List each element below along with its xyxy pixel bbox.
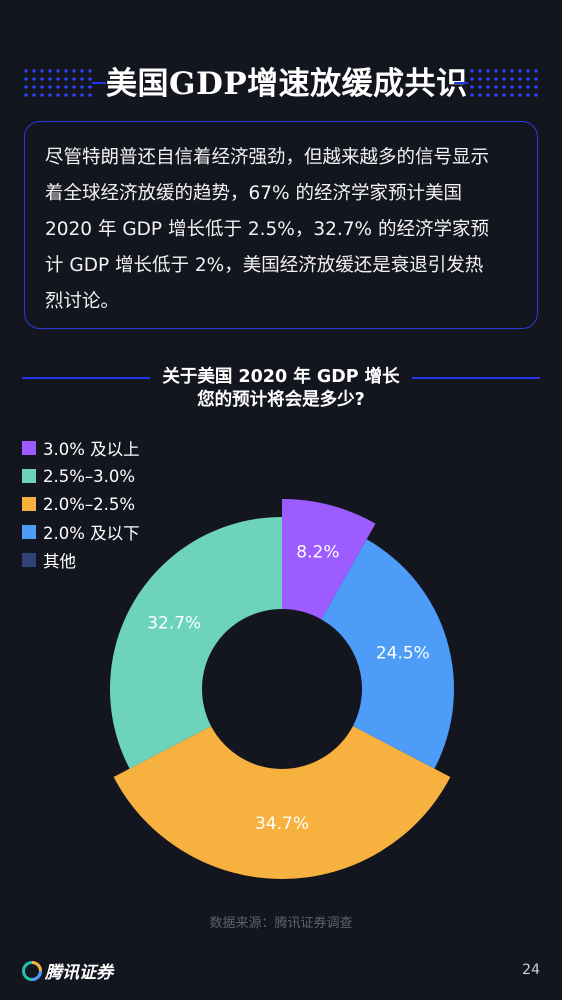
brand-logo-icon [22,960,42,981]
chart-title-line-left [22,377,150,379]
chart-title-line-2: 您的预计将会是多少? [197,390,365,410]
title-line-right [454,82,468,84]
intro-line: 着全球经济放缓的趋势，67% 的经济学家预计美国 [45,183,463,204]
page-title: 美国GDP增速放缓成共识 [106,66,468,102]
legend-item: 其他 [22,546,140,574]
decorative-dots-right [468,67,538,97]
data-label: 8.2% [296,543,339,563]
brand-logo: 腾讯证券 [22,958,113,983]
pie-slice [282,499,376,620]
title-line-left [92,82,106,84]
intro-line: 计 GDP 增长低于 2%，美国经济放缓还是衰退引发热 [45,255,484,276]
legend-item: 3.0% 及以上 [22,434,140,462]
legend-label: 2.5%–3.0% [43,466,136,486]
legend-swatch [22,525,36,539]
intro-line: 烈讨论。 [45,291,120,312]
chart-title: 关于美国 2020 年 GDP 增长 您的预计将会是多少? [0,366,562,412]
legend-label: 2.0% 及以下 [43,524,140,543]
pie-slice [321,539,454,769]
legend-swatch [22,469,36,483]
data-label: 24.5% [376,643,430,663]
legend-item: 2.0%–2.5% [22,490,140,518]
brand-name: 腾讯证券 [45,963,113,983]
legend-item: 2.5%–3.0% [22,462,140,490]
legend-item: 2.0% 及以下 [22,518,140,546]
pie-slice [113,726,451,880]
chart-title-line-1: 关于美国 2020 年 GDP 增长 [162,367,400,387]
data-label: 32.7% [147,614,201,634]
title-row: 美国GDP增速放缓成共识 [0,56,562,112]
data-label: 34.7% [255,814,309,834]
legend-label: 其他 [43,552,76,571]
legend-label: 2.0%–2.5% [43,494,136,514]
intro-line: 尽管特朗普还自信着经济强劲，但越来越多的信号显示 [45,147,490,168]
legend-swatch [22,441,36,455]
decorative-dots-left [22,67,92,97]
legend-swatch [22,553,36,567]
data-source: 数据来源：腾讯证券调查 [209,916,353,931]
page-number: 24 [522,962,540,978]
intro-text-box: 尽管特朗普还自信着经济强劲，但越来越多的信号显示 着全球经济放缓的趋势，67% … [24,121,538,329]
legend-swatch [22,497,36,511]
intro-line: 2020 年 GDP 增长低于 2.5%，32.7% 的经济学家预 [45,219,489,240]
pie-slice [109,517,282,769]
chart-legend: 3.0% 及以上 2.5%–3.0% 2.0%–2.5% 2.0% 及以下 其他 [22,434,140,574]
chart-title-line-right [412,377,540,379]
legend-label: 3.0% 及以上 [43,440,140,459]
